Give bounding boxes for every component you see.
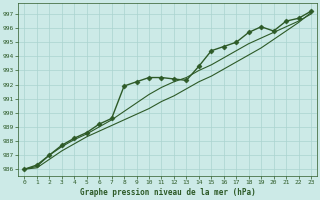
X-axis label: Graphe pression niveau de la mer (hPa): Graphe pression niveau de la mer (hPa)	[80, 188, 256, 197]
